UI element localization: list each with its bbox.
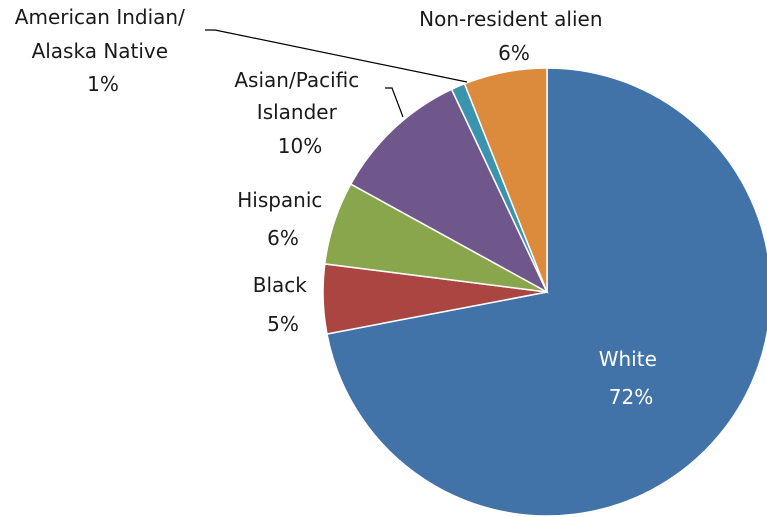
label-white-value: 72% xyxy=(609,385,653,409)
pie-slices xyxy=(322,67,767,517)
label-hispanic: Hispanic 6% xyxy=(237,188,329,250)
label-american-indian-line1: American Indian/ xyxy=(15,5,185,29)
label-white-name: White xyxy=(599,347,657,371)
pie-slice-non-resident-alien xyxy=(463,67,548,293)
pie-slice-white xyxy=(326,67,767,517)
label-black-name: Black xyxy=(253,273,308,297)
label-asian-value: 10% xyxy=(278,134,322,158)
leader-line-american-indian xyxy=(205,29,468,83)
label-american-indian: American Indian/ Alaska Native 1% xyxy=(15,5,191,96)
label-american-indian-value: 1% xyxy=(87,72,119,96)
leader-lines xyxy=(205,29,468,118)
label-nonresident: Non-resident alien 6% xyxy=(419,7,609,65)
label-nonresident-name: Non-resident alien xyxy=(419,7,602,31)
label-asian-line2: Islander xyxy=(257,100,338,124)
label-nonresident-value: 6% xyxy=(498,41,530,65)
label-hispanic-value: 6% xyxy=(267,226,299,250)
label-american-indian-line2: Alaska Native xyxy=(32,39,169,63)
label-asian-pacific: Asian/Pacific Islander 10% xyxy=(234,68,365,158)
label-hispanic-name: Hispanic xyxy=(237,188,322,212)
label-black-value: 5% xyxy=(267,312,299,336)
slice-labels: White 72% Black 5% Hispanic 6% Asian/Pac… xyxy=(15,5,664,409)
leader-line-asian xyxy=(385,87,404,118)
label-white: White 72% xyxy=(599,347,664,409)
pie-slice-asian-pacific-islander xyxy=(349,88,549,294)
label-asian-line1: Asian/Pacific xyxy=(234,68,359,92)
label-black: Black 5% xyxy=(253,273,313,336)
